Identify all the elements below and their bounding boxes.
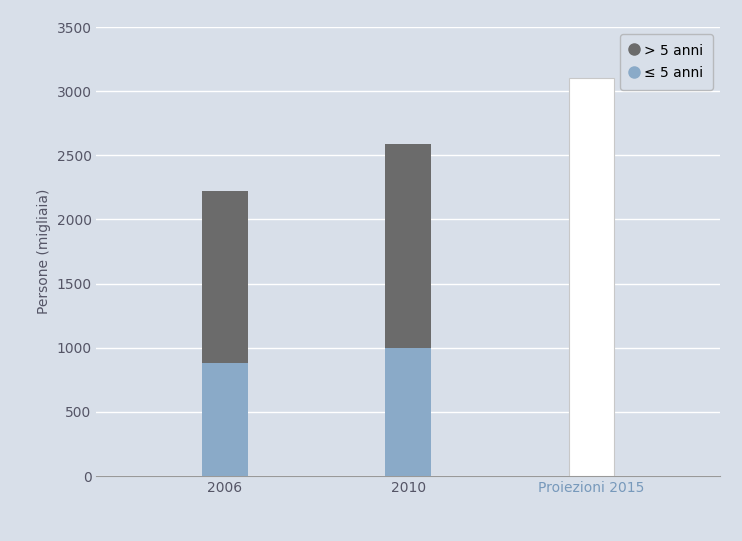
Y-axis label: Persone (migliaia): Persone (migliaia) [37, 189, 51, 314]
Bar [385, 348, 431, 476]
Bar [202, 363, 248, 476]
Bar [568, 78, 614, 476]
Bar [385, 144, 431, 348]
Bar [202, 192, 248, 363]
Legend: > 5 anni, ≤ 5 anni: > 5 anni, ≤ 5 anni [620, 34, 713, 90]
